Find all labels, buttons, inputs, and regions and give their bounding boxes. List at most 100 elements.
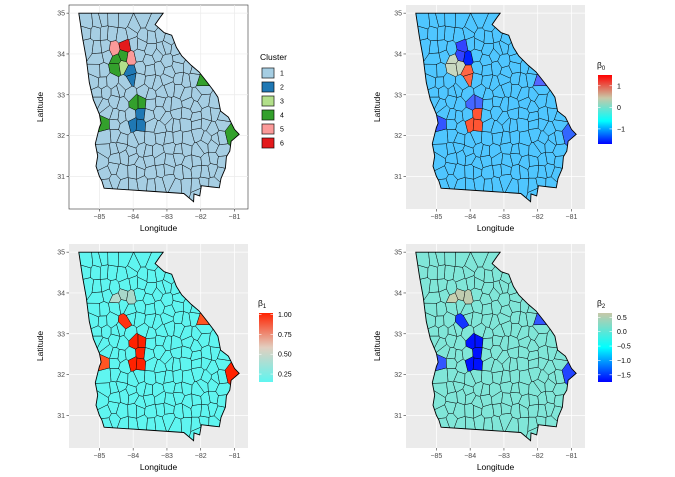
county (516, 117, 530, 133)
county (90, 25, 101, 42)
state-outline (415, 251, 577, 442)
county (436, 25, 446, 41)
state-outline (78, 251, 240, 442)
y-tick-label: 35 (57, 11, 65, 18)
legend-swatch (261, 81, 275, 93)
legend-colorbar (598, 75, 612, 144)
county (99, 25, 109, 41)
legend-label: 2 (280, 85, 284, 92)
legend-title-main: β (597, 298, 602, 308)
county (481, 131, 494, 147)
panel-cluster: −85 −84 −83 −82 −813132333435LongitudeLatitu… (35, 4, 287, 233)
county (91, 279, 102, 293)
legend-label: 6 (280, 141, 284, 148)
county (117, 13, 134, 29)
county (127, 403, 138, 419)
county (509, 369, 521, 384)
county (190, 403, 203, 418)
y-tick-label: 33 (394, 331, 402, 338)
x-axis-title: Longitude (477, 223, 515, 233)
colorbar-label: 1.00 (278, 312, 292, 319)
colorbar-label: 0.0 (617, 329, 627, 336)
county (91, 40, 102, 54)
county (172, 369, 184, 384)
y-tick-label: 31 (57, 174, 65, 181)
county (144, 131, 157, 147)
colorbar-label: 0 (617, 105, 621, 112)
legend: β2 0.5 0.0 −0.5 −1.0 −1.5 (597, 298, 631, 382)
legend-title: Cluster (260, 52, 287, 62)
legend-title: β2 (597, 298, 606, 310)
x-tick-label: −81 (566, 453, 578, 460)
y-axis-title: Latitude (372, 92, 382, 123)
y-axis-title: Latitude (372, 331, 382, 362)
county (117, 252, 134, 268)
y-tick-label: 32 (394, 372, 402, 379)
county (179, 356, 193, 372)
y-tick-label: 34 (57, 51, 65, 58)
x-tick-label: −85 (430, 214, 442, 221)
colorbar-label: 0.50 (278, 352, 292, 359)
x-tick-label: −85 (93, 453, 105, 460)
county (172, 130, 184, 145)
county (492, 164, 503, 179)
county (90, 264, 101, 281)
y-tick-label: 35 (394, 250, 402, 257)
county (171, 118, 181, 133)
county (427, 25, 438, 42)
county (472, 108, 483, 121)
county (99, 264, 109, 280)
colorbar-label: −1 (617, 126, 625, 133)
x-axis-title: Longitude (140, 462, 178, 472)
county (516, 356, 530, 372)
y-tick-label: 31 (57, 413, 65, 420)
county (527, 403, 540, 418)
y-tick-label: 33 (394, 92, 402, 99)
colorbar-label: 1 (617, 83, 621, 90)
legend-title-subscript: 1 (263, 304, 267, 310)
panel-beta1: −85 −84 −83 −82 −81 31 32 33 34 35 Longitude Latitu… (35, 244, 292, 472)
county (508, 118, 518, 133)
legend: β0 1 0 −1 (597, 60, 625, 144)
county (509, 130, 521, 145)
colorbar-label: 0.75 (278, 332, 292, 339)
county (472, 347, 483, 360)
legend: Cluster 1 2 3 4 5 6 (260, 52, 287, 149)
y-tick-label: 34 (57, 290, 65, 297)
county (428, 40, 439, 54)
y-axis-title: Latitude (35, 331, 45, 362)
panel-beta2: −85 −84 −83 −82 −81 31 32 33 34 35 Longitude Latitu… (372, 244, 631, 472)
y-tick-label: 34 (394, 51, 402, 58)
x-tick-label: −81 (229, 214, 241, 221)
x-tick-label: −85 (430, 453, 442, 460)
legend-title-main: β (258, 298, 263, 308)
panel-beta0: −85 −84 −83 −82 −81 31 32 33 34 35 Longitude Latitu… (372, 5, 625, 233)
legend-swatch (261, 67, 275, 79)
county (428, 279, 439, 293)
legend-title: β0 (597, 60, 606, 72)
x-tick-label: −85 (93, 214, 105, 221)
legend-label: 4 (280, 113, 284, 120)
legend-title-subscript: 2 (602, 304, 606, 310)
y-tick-label: 32 (394, 133, 402, 140)
county (127, 164, 138, 180)
x-tick-label: −82 (195, 214, 207, 221)
state-outline (415, 12, 577, 203)
y-tick-label: 32 (57, 133, 65, 140)
x-tick-label: −84 (127, 453, 139, 460)
x-tick-label: −82 (532, 214, 544, 221)
colorbar-label: −1.5 (617, 372, 631, 379)
y-tick-label: 32 (57, 372, 65, 379)
county (464, 164, 475, 180)
y-tick-label: 35 (394, 11, 402, 18)
legend-label: 3 (280, 99, 284, 106)
legend-swatch (261, 95, 275, 107)
legend-title: β1 (258, 298, 267, 310)
y-tick-label: 33 (57, 92, 65, 99)
x-axis-title: Longitude (477, 462, 515, 472)
legend-swatch (261, 123, 275, 135)
y-tick-label: 34 (394, 290, 402, 297)
county (144, 370, 157, 386)
colorbar-label: −0.5 (617, 344, 631, 351)
x-axis-title: Longitude (140, 223, 178, 233)
